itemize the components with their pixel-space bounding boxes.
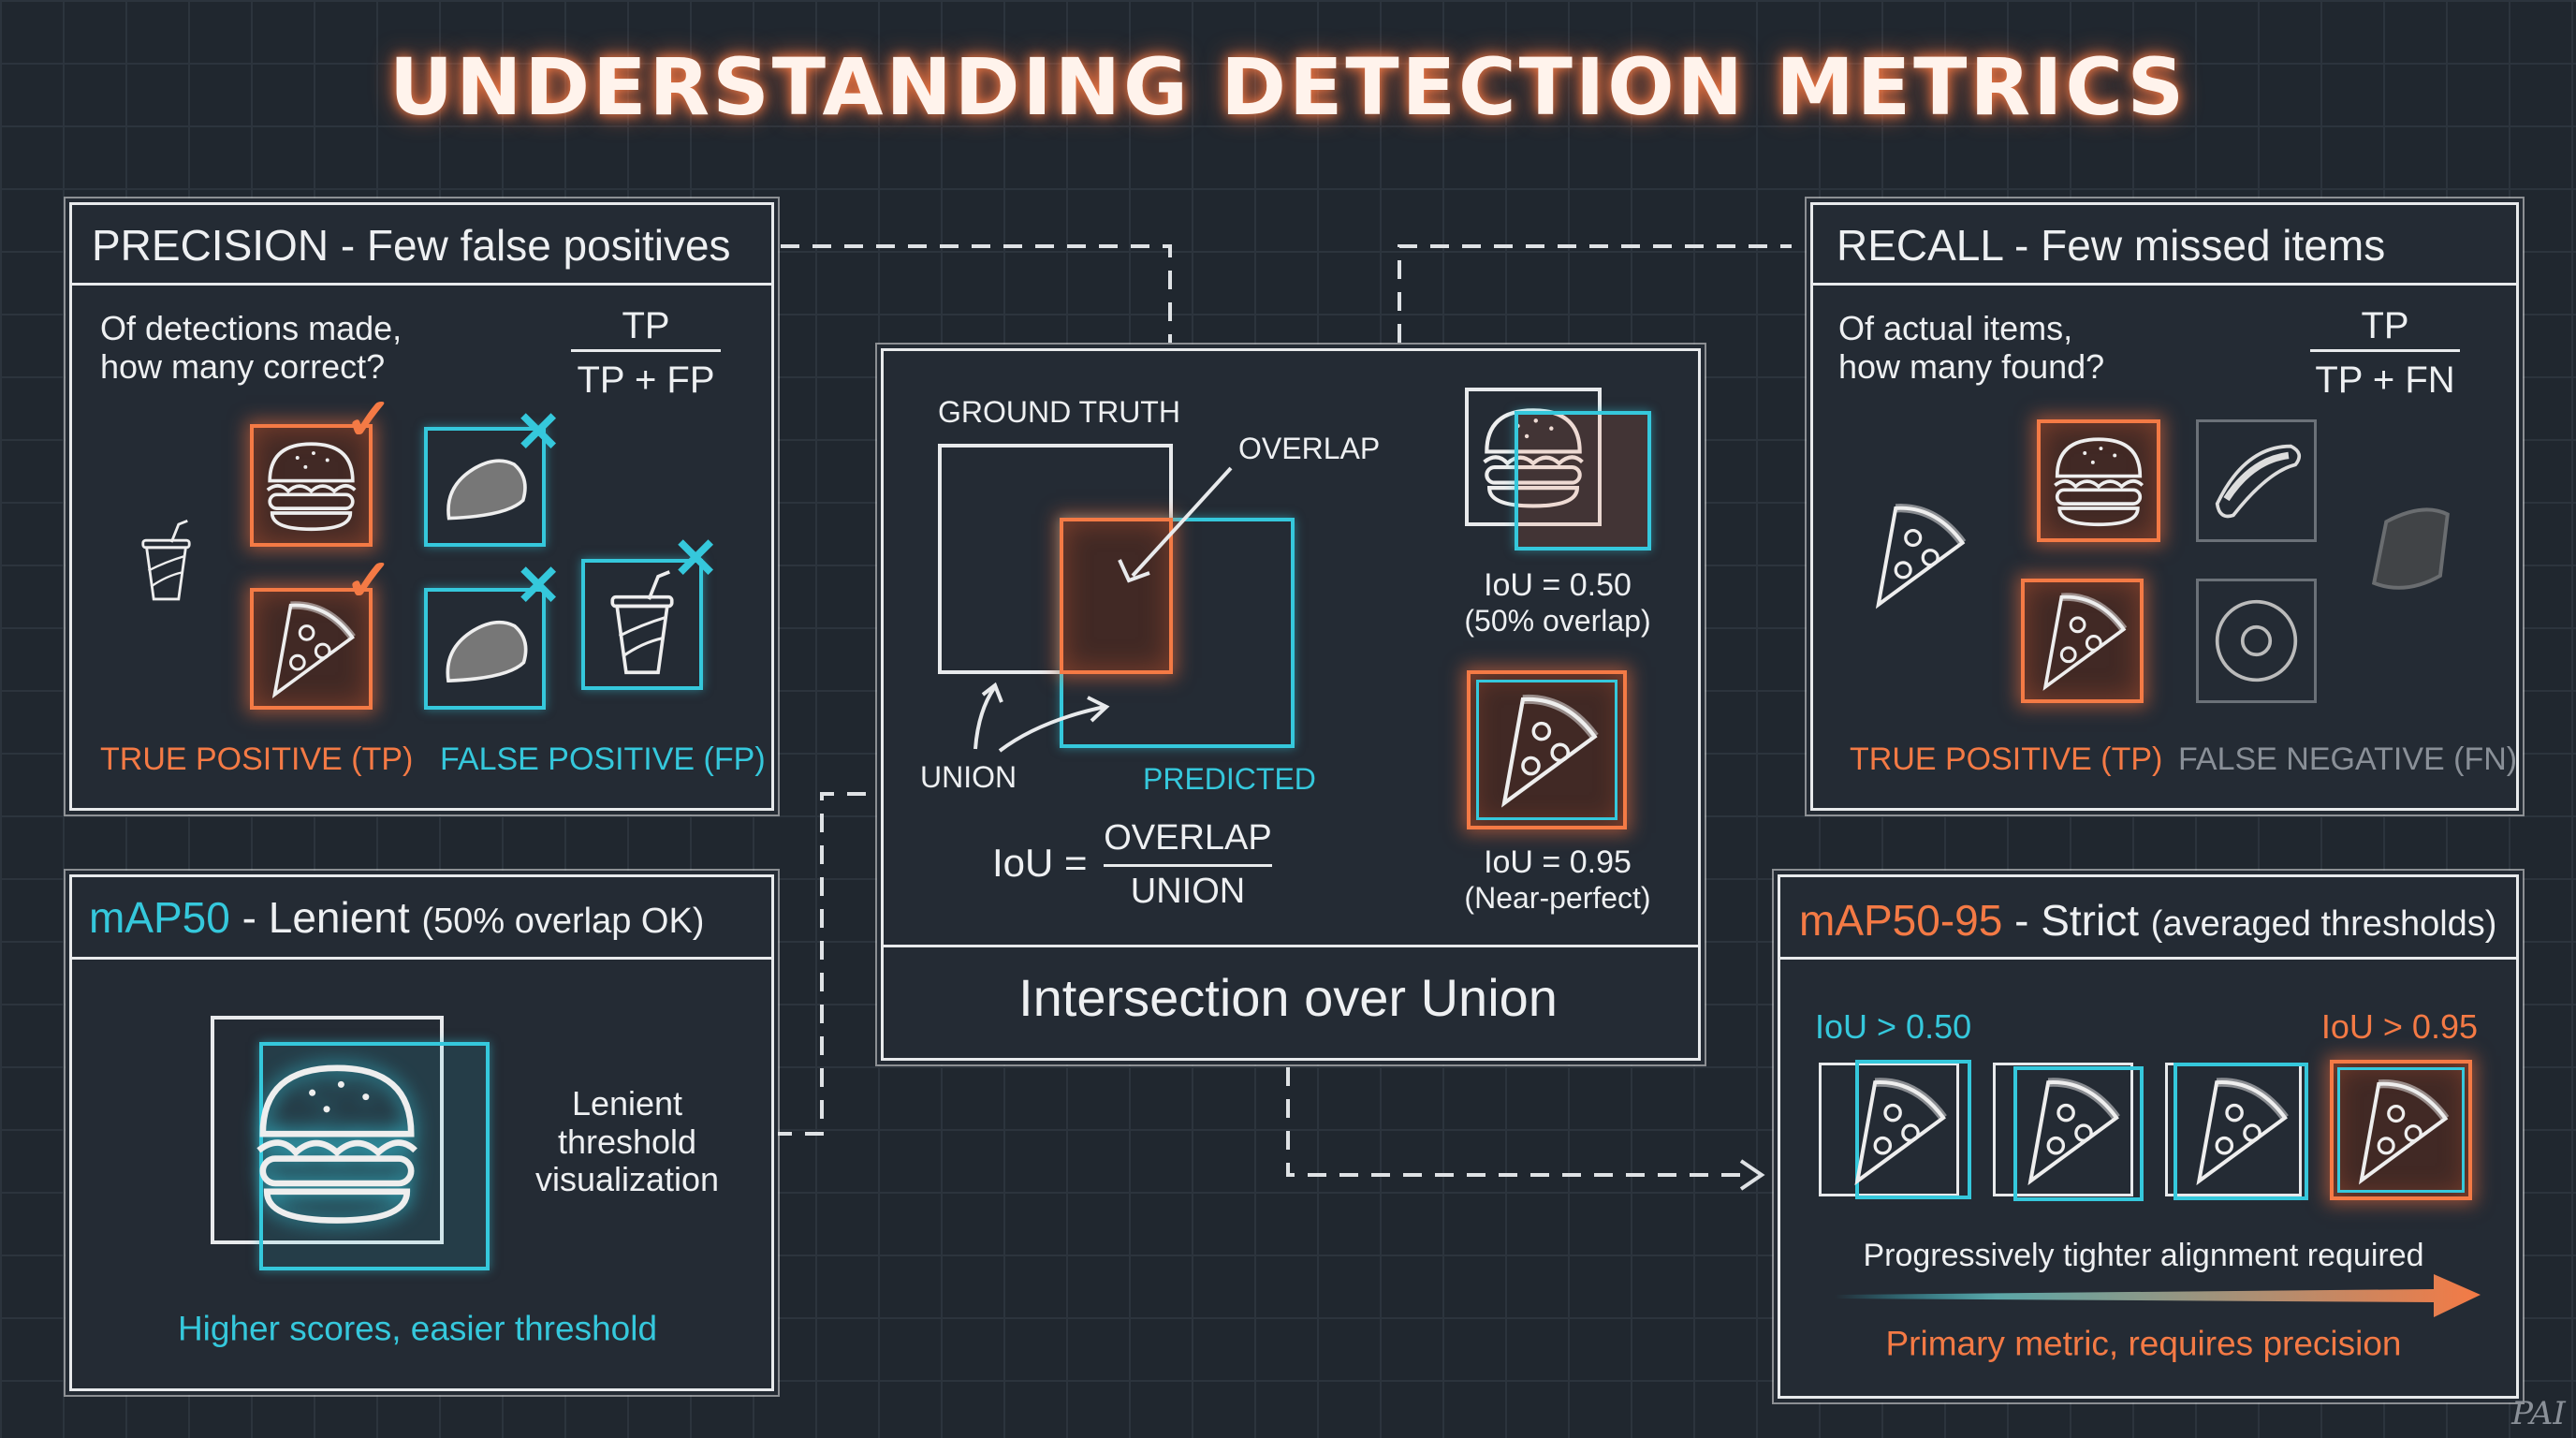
recall-denominator: TP + FN bbox=[2315, 360, 2455, 401]
map50-header: mAP50 - Lenient (50% overlap OK) bbox=[89, 896, 704, 939]
x-mark-icon: ✕ bbox=[515, 554, 563, 617]
example2-iou-note: (Near-perfect) bbox=[1464, 881, 1651, 915]
pizza-icon bbox=[2176, 1067, 2303, 1194]
example1-iou-note: (50% overlap) bbox=[1464, 604, 1651, 638]
pizza-icon bbox=[2025, 582, 2140, 699]
map50-metric: mAP50 bbox=[89, 893, 230, 942]
map50-header-note: (50% overlap OK) bbox=[421, 902, 705, 941]
example2-box bbox=[1467, 670, 1627, 829]
recall-fraction-line bbox=[2310, 349, 2460, 352]
donut-icon bbox=[2199, 581, 2314, 700]
map50-header-sep: - Lenient bbox=[229, 893, 422, 942]
map50-side-line1: Lenient bbox=[571, 1084, 683, 1123]
recall-panel bbox=[1810, 202, 2519, 811]
iou-footer-title: Intersection over Union bbox=[1018, 968, 1558, 1027]
precision-question-line2: how many correct? bbox=[100, 347, 386, 386]
false-positive-label: FALSE POSITIVE (FP) bbox=[440, 741, 766, 777]
x-mark-icon: ✕ bbox=[672, 527, 720, 590]
predicted-label: PREDICTED bbox=[1143, 762, 1316, 796]
false-positive-box-rock-2 bbox=[424, 588, 546, 710]
map50-95-metric: mAP50-95 bbox=[1799, 896, 2003, 945]
precision-denominator: TP + FP bbox=[577, 360, 715, 401]
example1-predicted-box bbox=[1515, 411, 1651, 550]
pizza-icon bbox=[1835, 1067, 1961, 1194]
false-negative-label: FALSE NEGATIVE (FN) bbox=[2178, 741, 2518, 777]
precision-panel bbox=[69, 202, 774, 811]
check-icon: ✓ bbox=[344, 549, 393, 613]
true-positive-label: TRUE POSITIVE (TP) bbox=[1850, 741, 2163, 777]
threshold-box-2 bbox=[1993, 1063, 2133, 1196]
example1-ground-truth-box bbox=[1465, 388, 1602, 526]
map50-caption: Higher scores, easier threshold bbox=[177, 1309, 658, 1348]
example2-iou-value: IoU = 0.95 bbox=[1484, 844, 1632, 880]
recall-numerator: TP bbox=[2361, 305, 2409, 346]
true-positive-box-burger bbox=[250, 424, 373, 547]
map50-95-header-sep: - Strict bbox=[2002, 896, 2151, 945]
burger-icon bbox=[229, 1039, 445, 1245]
threshold-pred-box-1 bbox=[1855, 1060, 1971, 1199]
threshold-box-4 bbox=[2330, 1060, 2472, 1200]
recall-header: RECALL - Few missed items bbox=[1837, 221, 2386, 270]
example1-iou-value: IoU = 0.50 bbox=[1484, 567, 1632, 603]
x-mark-icon: ✕ bbox=[515, 401, 563, 463]
precision-question-line1: Of detections made, bbox=[100, 309, 402, 347]
map50-95-header: mAP50-95 - Strict (averaged thresholds) bbox=[1799, 899, 2496, 942]
pizza-icon bbox=[1480, 683, 1614, 816]
threshold-pred-box-4 bbox=[2337, 1067, 2465, 1193]
hotdog-icon bbox=[2199, 422, 2314, 539]
true-positive-label: TRUE POSITIVE (TP) bbox=[100, 741, 414, 777]
true-positive-box-burger bbox=[2037, 419, 2160, 542]
example2-predicted-box bbox=[1476, 680, 1617, 820]
recall-question-line1: Of actual items, bbox=[1838, 309, 2073, 347]
false-positive-box-cup bbox=[581, 559, 703, 690]
burger-icon bbox=[2041, 423, 2157, 538]
map50-side-line2: threshold bbox=[557, 1123, 697, 1161]
precision-numerator: TP bbox=[622, 305, 670, 346]
threshold-pred-box-3 bbox=[2174, 1063, 2308, 1200]
iou-formula-numerator: OVERLAP bbox=[1104, 818, 1272, 858]
pizza-icon bbox=[2008, 1067, 2134, 1194]
false-positive-box-rock bbox=[424, 427, 546, 547]
low-threshold-label: IoU > 0.50 bbox=[1815, 1007, 1972, 1046]
false-negative-box-donut bbox=[2196, 579, 2317, 703]
high-threshold-label: IoU > 0.95 bbox=[2320, 1007, 2478, 1046]
pizza-icon bbox=[1856, 493, 1980, 617]
threshold-box-1 bbox=[1819, 1063, 1959, 1196]
progress-text: Progressively tighter alignment required bbox=[1863, 1238, 2424, 1273]
iou-fraction-line bbox=[1104, 864, 1272, 867]
map50-side-line3: visualization bbox=[534, 1160, 720, 1198]
precision-header: PRECISION - Few false positives bbox=[92, 221, 731, 270]
true-positive-box-pizza bbox=[2021, 579, 2144, 703]
overlap-region bbox=[1060, 518, 1173, 674]
check-icon: ✓ bbox=[344, 388, 393, 452]
threshold-pred-box-2 bbox=[2013, 1066, 2144, 1201]
burrito-icon bbox=[2349, 485, 2472, 608]
map50-95-header-note: (averaged thresholds) bbox=[2150, 904, 2497, 944]
pizza-icon bbox=[2339, 1069, 2463, 1193]
map50-panel bbox=[69, 874, 774, 1391]
ground-truth-label: GROUND TRUTH bbox=[938, 395, 1180, 429]
union-label: UNION bbox=[920, 760, 1017, 794]
recall-question-line2: how many found? bbox=[1838, 347, 2105, 386]
precision-fraction-line bbox=[571, 349, 721, 352]
gradient-arrow-icon bbox=[1835, 1274, 2481, 1317]
watermark-signature: PAI bbox=[2511, 1395, 2566, 1432]
cup-icon bbox=[122, 492, 211, 632]
page-title: UNDERSTANDING DETECTION METRICS bbox=[388, 41, 2188, 133]
map50-95-caption: Primary metric, requires precision bbox=[1885, 1324, 2402, 1363]
arrow-icon bbox=[973, 466, 1233, 753]
true-positive-box-pizza bbox=[250, 588, 373, 710]
iou-formula-denominator: UNION bbox=[1130, 872, 1246, 911]
iou-formula-lhs: IoU = bbox=[992, 841, 1088, 885]
map50-ground-truth-box bbox=[211, 1016, 444, 1244]
overlap-label: OVERLAP bbox=[1238, 432, 1381, 465]
false-negative-box-hotdog bbox=[2196, 419, 2317, 542]
